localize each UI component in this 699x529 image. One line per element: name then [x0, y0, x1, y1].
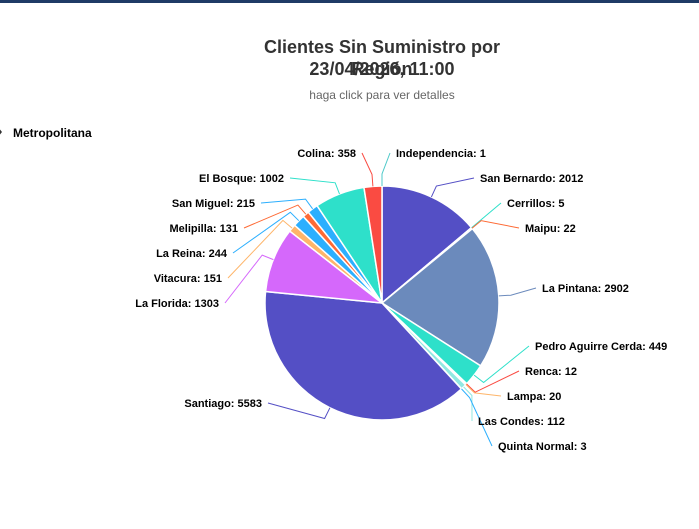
- data-label-la-florida[interactable]: La Florida: 1303: [135, 298, 219, 310]
- connector-el-bosque: [289, 177, 340, 195]
- data-label-independencia[interactable]: Independencia: 1: [396, 148, 486, 160]
- pie-slices: [264, 185, 500, 421]
- connector-lines: [224, 152, 537, 447]
- connector-renca: [466, 370, 520, 393]
- data-label-san-bernardo[interactable]: San Bernardo: 2012: [480, 173, 583, 185]
- chart-title-line2: 23/04/2026, 11:00: [309, 59, 455, 79]
- connector-la-reina: [232, 211, 300, 254]
- data-label-colina[interactable]: Colina: 358: [297, 148, 356, 160]
- connector-colina: [361, 152, 374, 187]
- connector-santiago: [267, 402, 331, 420]
- data-label-melipilla[interactable]: Melipilla: 131: [170, 223, 238, 235]
- connector-maipu: [471, 220, 520, 229]
- data-label-cerrillos[interactable]: Cerrillos: 5: [507, 198, 564, 210]
- legend-item-metropolitana[interactable]: Metropolitana: [13, 126, 92, 140]
- data-label-vitacura[interactable]: Vitacura: 151: [154, 273, 222, 285]
- connector-san-bernardo: [430, 177, 475, 198]
- top-accent-bar: [0, 0, 699, 3]
- data-label-santiago[interactable]: Santiago: 5583: [184, 398, 262, 410]
- connector-vitacura: [227, 219, 293, 279]
- connector-pedro-aguirre-cerda: [473, 345, 530, 384]
- data-label-maipu[interactable]: Maipu: 22: [525, 223, 576, 235]
- chart-title-line1: Clientes Sin Suministro por Región: [263, 37, 501, 79]
- pie-slice-santiago[interactable]: [264, 290, 463, 421]
- data-label-las-condes[interactable]: Las Condes: 112: [478, 416, 565, 428]
- data-labels: Independencia: 1 San Bernardo: 2012 Cerril…: [135, 148, 667, 453]
- data-label-la-pintana[interactable]: La Pintana: 2902: [542, 283, 629, 295]
- connector-lampa: [465, 384, 502, 397]
- legend-marker-icon[interactable]: [0, 127, 2, 137]
- connector-cerrillos: [471, 202, 502, 229]
- connector-quinta-normal: [461, 388, 493, 447]
- connector-las-condes: [463, 386, 473, 422]
- connector-la-florida: [224, 254, 274, 304]
- pie-slice-la-pintana[interactable]: [380, 227, 500, 367]
- data-label-renca[interactable]: Renca: 12: [525, 366, 577, 378]
- data-label-el-bosque[interactable]: El Bosque: 1002: [199, 173, 284, 185]
- data-label-pedro-aguirre-cerda[interactable]: Pedro Aguirre Cerda: 449: [535, 341, 667, 353]
- connector-san-miguel: [260, 198, 314, 210]
- connector-melipilla: [243, 204, 307, 229]
- data-label-quinta-normal[interactable]: Quinta Normal: 3: [498, 441, 587, 453]
- data-label-san-miguel[interactable]: San Miguel: 215: [172, 198, 255, 210]
- chart-subtitle: haga click para ver detalles: [309, 88, 455, 102]
- connector-la-pintana: [498, 287, 537, 297]
- connector-independencia: [381, 152, 391, 186]
- data-label-lampa[interactable]: Lampa: 20: [507, 391, 561, 403]
- pie-slice-san-bernardo[interactable]: [381, 185, 473, 305]
- data-label-la-reina[interactable]: La Reina: 244: [156, 248, 228, 260]
